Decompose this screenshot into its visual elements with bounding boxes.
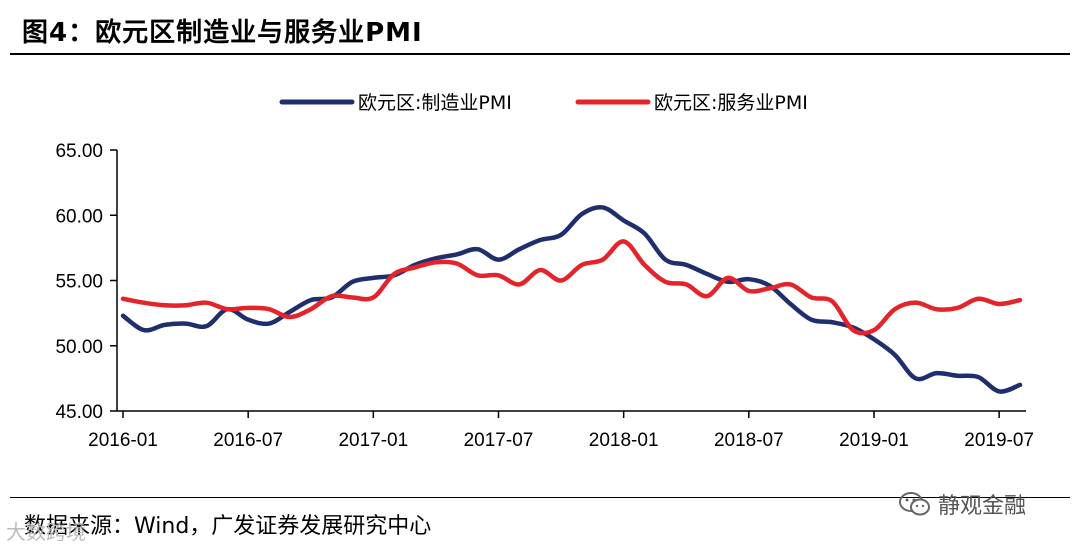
chart-axes: 65.00 60.00 55.00 50.00 45.00 2016-01 2016-07 2… bbox=[55, 141, 1034, 451]
legend-label-0: 欧元区:制造业PMI bbox=[358, 92, 512, 114]
watermark-right-text: 静观金融 bbox=[938, 494, 1027, 519]
pmi-line-chart: 欧元区:制造业PMI 欧元区:服务业PMI 65.00 60.00 55.00 50.0… bbox=[55, 92, 1034, 451]
y-tick-label: 55.00 bbox=[55, 272, 103, 293]
x-tick-label: 2017-07 bbox=[464, 430, 534, 451]
wechat-icon bbox=[899, 492, 930, 516]
y-tick-label: 65.00 bbox=[55, 141, 103, 162]
footer-divider bbox=[10, 497, 1070, 498]
title-divider bbox=[10, 53, 1070, 55]
x-tick-label: 2019-01 bbox=[839, 430, 909, 451]
y-tick-label: 60.00 bbox=[55, 206, 103, 227]
x-tick-label: 2018-07 bbox=[714, 430, 784, 451]
data-source-note: 数据来源：Wind，广发证券发展研究中心 bbox=[24, 514, 432, 539]
watermark-right: 静观金融 bbox=[898, 488, 1026, 520]
y-tick-label: 45.00 bbox=[55, 402, 103, 423]
x-tick-label: 2018-01 bbox=[589, 430, 659, 451]
x-tick-label: 2017-01 bbox=[338, 430, 408, 451]
series-line-0 bbox=[120, 204, 1023, 394]
series-line-1 bbox=[120, 239, 1023, 336]
chart-series bbox=[120, 204, 1023, 394]
watermark-left: 大数跨境 bbox=[6, 520, 86, 544]
chart-legend: 欧元区:制造业PMI 欧元区:服务业PMI bbox=[279, 92, 808, 114]
y-tick-label: 50.00 bbox=[55, 337, 103, 358]
x-tick-label: 2016-01 bbox=[88, 430, 158, 451]
x-tick-label: 2019-07 bbox=[964, 430, 1034, 451]
x-tick-label: 2016-07 bbox=[213, 430, 283, 451]
legend-label-1: 欧元区:服务业PMI bbox=[654, 92, 808, 114]
figure-title: 图4：欧元区制造业与服务业PMI bbox=[22, 18, 423, 48]
